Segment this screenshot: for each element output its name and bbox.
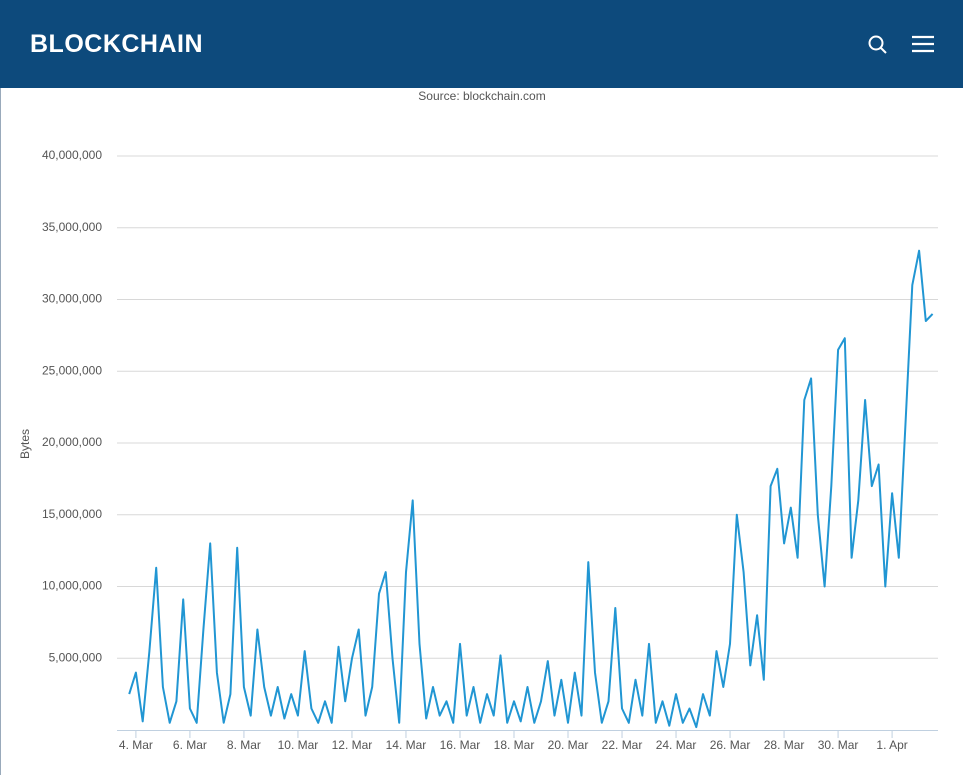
- header: BLOCKCHAIN: [0, 0, 963, 88]
- x-tick-label: 1. Apr: [876, 738, 907, 752]
- x-tick-label: 10. Mar: [278, 738, 319, 752]
- x-tick-label: 28. Mar: [764, 738, 805, 752]
- menu-icon[interactable]: [912, 35, 934, 53]
- x-tick-label: 24. Mar: [656, 738, 697, 752]
- y-tick-label: 25,000,000: [42, 363, 102, 377]
- line-series: [128, 249, 934, 729]
- x-tick-label: 12. Mar: [332, 738, 373, 752]
- x-tick-label: 4. Mar: [119, 738, 153, 752]
- y-tick-label: 20,000,000: [42, 435, 102, 449]
- chart-subtitle: Source: blockchain.com: [418, 89, 545, 103]
- header-icons: [868, 35, 934, 54]
- y-tick-label: 10,000,000: [42, 579, 102, 593]
- y-tick-label: 5,000,000: [49, 650, 103, 664]
- x-tick-label: 26. Mar: [710, 738, 751, 752]
- x-tick-label: 18. Mar: [494, 738, 535, 752]
- chart: Source: blockchain.com Bytes 5,000,000 10…: [0, 88, 938, 775]
- x-tick-label: 22. Mar: [602, 738, 643, 752]
- x-tick-label: 8. Mar: [227, 738, 261, 752]
- search-icon[interactable]: [868, 35, 887, 54]
- brand-logo[interactable]: BLOCKCHAIN: [30, 30, 204, 58]
- y-tick-label: 35,000,000: [42, 220, 102, 234]
- y-axis-label: Bytes: [18, 429, 32, 459]
- y-tick-label: 30,000,000: [42, 292, 102, 306]
- y-tick-label: 40,000,000: [42, 148, 102, 162]
- x-tick-label: 6. Mar: [173, 738, 207, 752]
- x-tick-label: 30. Mar: [818, 738, 859, 752]
- x-tick-label: 14. Mar: [386, 738, 427, 752]
- x-tick-label: 16. Mar: [440, 738, 481, 752]
- x-tick-label: 20. Mar: [548, 738, 589, 752]
- y-tick-label: 15,000,000: [42, 507, 102, 521]
